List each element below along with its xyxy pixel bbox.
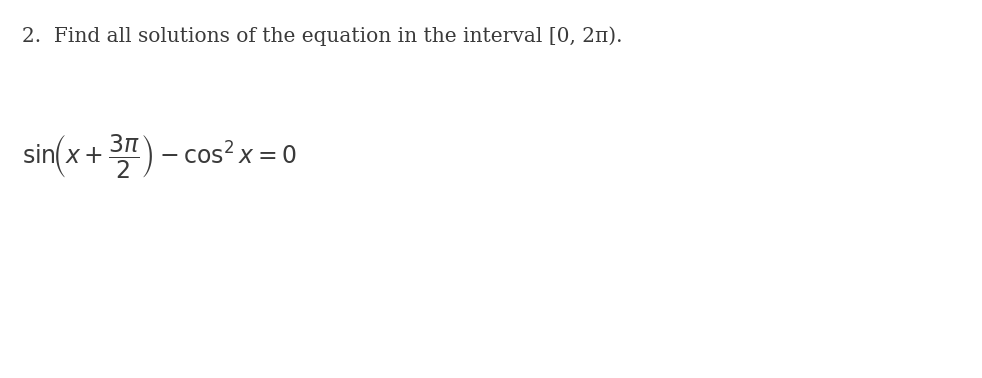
Text: 2.  Find all solutions of the equation in the interval [0, 2π).: 2. Find all solutions of the equation in… — [22, 26, 623, 46]
Text: $\mathrm{sin}\!\left(x + \dfrac{3\pi}{2}\right) - \mathrm{cos}^2\, x = 0$: $\mathrm{sin}\!\left(x + \dfrac{3\pi}{2}… — [22, 132, 297, 180]
